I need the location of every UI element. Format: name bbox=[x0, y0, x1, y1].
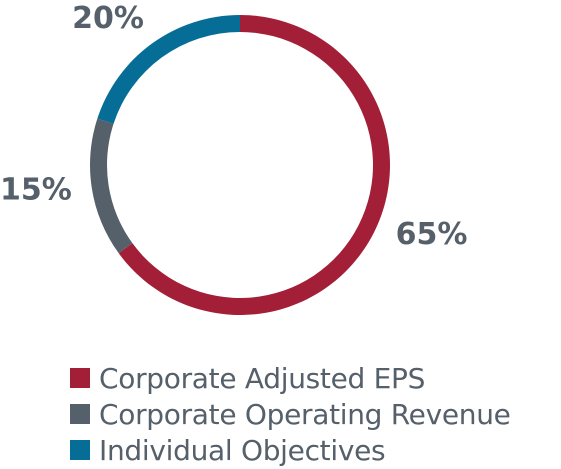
slice-corporate-operating-revenue bbox=[90, 118, 133, 254]
legend-swatch-individual-objectives bbox=[70, 440, 90, 460]
donut-chart: 65% 15% 20% bbox=[0, 1, 467, 316]
legend-swatch-corporate-adjusted-eps bbox=[70, 368, 90, 388]
legend-item-corporate-adjusted-eps: Corporate Adjusted EPS bbox=[70, 360, 511, 396]
donut-slices bbox=[90, 15, 390, 316]
donut-value-labels: 65% 15% 20% bbox=[0, 1, 467, 252]
legend-label-corporate-operating-revenue: Corporate Operating Revenue bbox=[99, 397, 511, 431]
value-label-corporate-operating-revenue: 15% bbox=[0, 172, 72, 207]
legend-swatch-corporate-operating-revenue bbox=[70, 404, 90, 424]
slice-individual-objectives bbox=[97, 15, 240, 124]
legend-item-corporate-operating-revenue: Corporate Operating Revenue bbox=[70, 396, 511, 432]
legend-item-individual-objectives: Individual Objectives bbox=[70, 432, 511, 468]
chart-legend: Corporate Adjusted EPS Corporate Operati… bbox=[70, 360, 511, 468]
value-label-individual-objectives: 20% bbox=[72, 1, 144, 36]
slice-corporate-adjusted-eps bbox=[118, 15, 390, 316]
legend-label-corporate-adjusted-eps: Corporate Adjusted EPS bbox=[99, 361, 426, 395]
legend-label-individual-objectives: Individual Objectives bbox=[99, 433, 386, 467]
value-label-corporate-adjusted-eps: 65% bbox=[396, 217, 468, 252]
